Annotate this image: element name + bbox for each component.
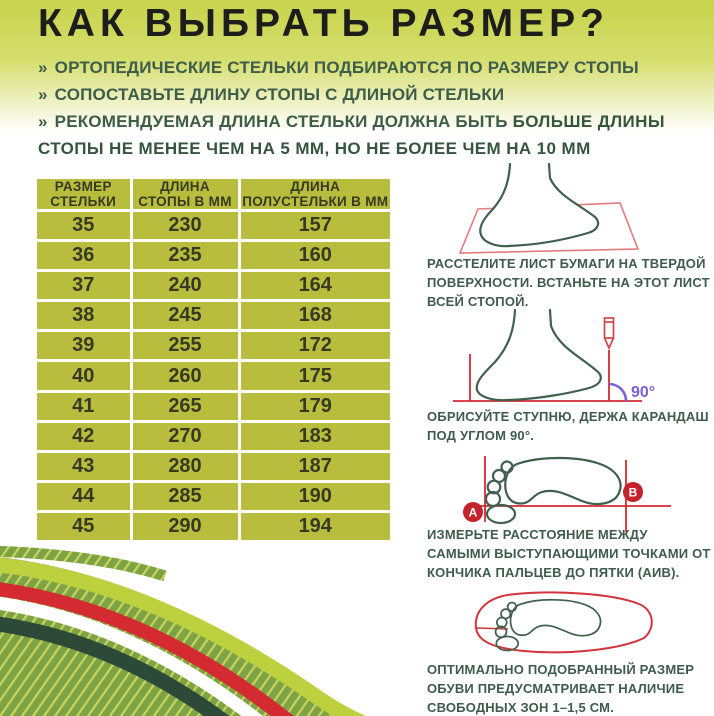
step-caption: ИЗМЕРЬТЕ РАССТОЯНИЕ МЕЖДУ САМЫМИ ВЫСТУПА… — [427, 527, 711, 580]
cell-insole-size: 42 — [37, 419, 133, 453]
bullet-text: СОПОСТАВЬТЕ ДЛИНУ СТОПЫ С ДЛИНОЙ СТЕЛЬКИ — [54, 85, 505, 104]
table-row: 42 270 183 — [37, 419, 390, 453]
cell-half-insole-length: 164 — [237, 269, 390, 303]
table-row: 45 290 194 — [37, 509, 390, 541]
cell-insole-size: 44 — [37, 479, 133, 513]
cell-foot-length: 260 — [129, 359, 241, 393]
cell-half-insole-length: 179 — [237, 389, 390, 423]
cell-insole-size: 41 — [37, 389, 133, 423]
point-b-label: В — [629, 486, 638, 500]
wave-band-light — [0, 557, 367, 716]
bullet-marker: » — [38, 58, 48, 77]
step-caption: ОПТИМАЛЬНО ПОДОБРАННЫЙ РАЗМЕР ОБУВИ ПРЕД… — [427, 662, 695, 715]
cell-half-insole-length: 175 — [237, 359, 390, 393]
cell-half-insole-length: 190 — [237, 479, 390, 513]
cell-insole-size: 37 — [37, 269, 133, 303]
wave-hatched-sliver — [0, 545, 167, 582]
point-a-label: А — [469, 506, 478, 520]
cell-foot-length: 270 — [129, 419, 241, 453]
point-b-badge: В — [623, 482, 643, 502]
cell-foot-length: 240 — [129, 269, 241, 303]
cell-insole-size: 39 — [37, 329, 133, 363]
insole-size-table: РАЗМЕР СТЕЛЬКИ ДЛИНА СТОПЫ В ММ ДЛИНА ПОЛУ… — [37, 179, 390, 541]
table-row: 43 280 187 — [37, 449, 390, 483]
foot-tracing-illustration: 90° — [453, 308, 655, 402]
table-row: 41 265 179 — [37, 389, 390, 423]
table-row: 40 260 175 — [37, 359, 390, 393]
table-row: 35 230 157 — [37, 208, 390, 243]
bullet-text: РЕКОМЕНДУЕМАЯ ДЛИНА СТЕЛЬКИ ДОЛЖНА БЫТЬ — [54, 112, 513, 131]
cell-foot-length: 280 — [129, 449, 241, 483]
column-header: ДЛИНА СТОПЫ В ММ — [129, 179, 241, 212]
cell-half-insole-length: 157 — [237, 208, 390, 243]
bullet-list: » ОРТОПЕДИЧЕСКИЕ СТЕЛЬКИ ПОДБИРАЮТСЯ ПО Р… — [38, 54, 688, 162]
table-row: 36 235 160 — [37, 239, 390, 273]
bullet-item: » СОПОСТАВЬТЕ ДЛИНУ СТОПЫ С ДЛИНОЙ СТЕЛЬК… — [38, 81, 688, 108]
cell-half-insole-length: 187 — [237, 449, 390, 483]
page-title: КАК ВЫБРАТЬ РАЗМЕР? — [38, 2, 609, 45]
column-header: ДЛИНА ПОЛУСТЕЛЬКИ В ММ — [237, 179, 390, 212]
column-header: РАЗМЕР СТЕЛЬКИ — [37, 179, 133, 212]
cell-foot-length: 255 — [129, 329, 241, 363]
wave-band-red — [0, 582, 294, 716]
foot-fill — [480, 164, 599, 247]
cell-foot-length: 245 — [129, 299, 241, 333]
bullet-marker: » — [38, 85, 48, 104]
bullet-text: ОРТОПЕДИЧЕСКИЕ СТЕЛЬКИ ПОДБИРАЮТСЯ ПО РА… — [54, 58, 639, 77]
cell-insole-size: 45 — [37, 509, 133, 541]
point-a-badge: А — [463, 502, 483, 522]
insole-outline — [474, 591, 653, 654]
table-header-row: РАЗМЕР СТЕЛЬКИ ДЛИНА СТОПЫ В ММ ДЛИНА ПОЛУ… — [37, 179, 390, 212]
cell-half-insole-length: 160 — [237, 239, 390, 273]
wave-band-dark — [0, 616, 230, 716]
angle-label: 90° — [631, 384, 655, 401]
foot-side-outline — [479, 162, 600, 248]
wave-band-white — [0, 596, 263, 716]
cell-half-insole-length: 183 — [237, 419, 390, 453]
cell-insole-size: 36 — [37, 239, 133, 273]
step-caption: РАССТЕЛИТЕ ЛИСТ БУМАГИ НА ТВЕРДОЙ ПОВЕРХ… — [427, 256, 710, 309]
cell-foot-length: 230 — [129, 208, 241, 243]
cell-foot-length: 290 — [129, 509, 241, 541]
cell-insole-size: 43 — [37, 449, 133, 483]
cell-foot-length: 285 — [129, 479, 241, 513]
cell-half-insole-length: 168 — [237, 299, 390, 333]
bullet-text-strong: БОЛЬШЕ ДЛИНЫ СТОПЫ НЕ МЕНЕЕ ЧЕМ НА 5 ММ,… — [38, 112, 665, 158]
cell-insole-size: 38 — [37, 299, 133, 333]
foot-side-outline — [475, 308, 602, 402]
cell-insole-size: 35 — [37, 208, 133, 243]
table-row: 37 240 164 — [37, 269, 390, 303]
table-row: 38 245 168 — [37, 299, 390, 333]
table-row: 39 255 172 — [37, 329, 390, 363]
free-zone-line — [476, 627, 509, 630]
angle-arc — [608, 382, 628, 402]
cell-foot-length: 265 — [129, 389, 241, 423]
decorative-wave-graphic — [0, 545, 367, 716]
step-caption: ОБРИСУЙТЕ СТУПНЮ, ДЕРЖА КАРАНДАШ ПОД УГЛ… — [427, 409, 709, 443]
cell-foot-length: 235 — [129, 239, 241, 273]
bullet-item: » ОРТОПЕДИЧЕСКИЕ СТЕЛЬКИ ПОДБИРАЮТСЯ ПО Р… — [38, 54, 688, 81]
cell-half-insole-length: 172 — [237, 329, 390, 363]
cell-half-insole-length: 194 — [237, 509, 390, 541]
bullet-item: » РЕКОМЕНДУЕМАЯ ДЛИНА СТЕЛЬКИ ДОЛЖНА БЫТЬ… — [38, 108, 688, 162]
footprint-insole-illustration — [474, 591, 653, 654]
pencil-icon — [603, 317, 615, 351]
top-gradient-background — [0, 0, 714, 132]
footprint-outline — [484, 456, 622, 525]
table-row: 44 285 190 — [37, 479, 390, 513]
foot-on-paper-illustration — [458, 162, 640, 254]
footprint-measure-illustration: А В — [463, 456, 671, 532]
cell-insole-size: 40 — [37, 359, 133, 393]
bullet-marker: » — [38, 112, 48, 131]
